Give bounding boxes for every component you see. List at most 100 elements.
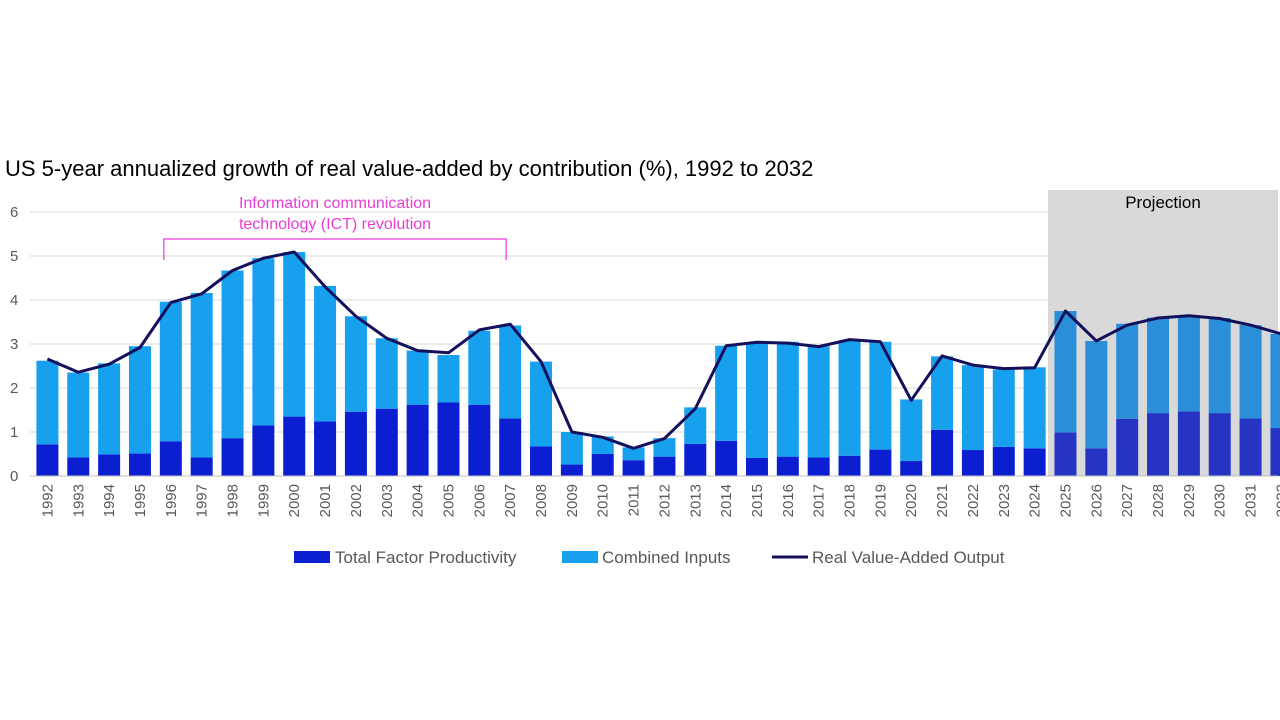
inputs-bar [1177,315,1200,412]
tfp-bar [838,455,861,476]
inputs-bar [715,345,738,441]
inputs-bar [283,252,306,417]
inputs-bar [252,258,275,426]
x-tick-label: 2026 [1088,484,1105,517]
tfp-bar [530,446,553,476]
y-tick-label: 1 [10,424,18,441]
tfp-bar [560,464,583,476]
y-tick-label: 4 [10,292,18,309]
x-tick-label: 2027 [1119,484,1136,517]
x-tick-label: 2006 [471,484,488,517]
x-tick-label: 2001 [317,484,334,517]
tfp-bar [1208,413,1231,476]
x-tick-label: 2008 [533,484,550,517]
x-tick-label: 2023 [996,484,1013,517]
inputs-bar [499,325,522,419]
x-tick-label: 2032 [1273,484,1280,517]
tfp-bar [344,411,367,476]
x-tick-label: 2025 [1057,484,1074,517]
x-tick-label: 2013 [687,484,704,517]
x-tick-labels: 1992 1993 1994 1995 1996 1997 1998 1999 2000 2001… [39,484,1280,517]
tfp-bar [776,456,799,476]
x-tick-label: 2015 [749,484,766,517]
inputs-bar [1239,325,1262,419]
tfp-bar [1177,411,1200,476]
legend-tfp-swatch [294,551,330,563]
projection-label: Projection [1125,193,1201,212]
tfp-bar [715,440,738,476]
inputs-bar [406,350,429,405]
x-tick-label: 2022 [965,484,982,517]
inputs-bar [745,343,768,458]
x-tick-label: 2019 [872,484,889,517]
tfp-bar [1147,413,1170,476]
inputs-bar [560,432,583,465]
y-tick-label: 5 [10,248,18,265]
inputs-bar [1054,311,1077,433]
inputs-bar [98,363,121,455]
inputs-bar [622,447,645,461]
inputs-bar [838,340,861,456]
tfp-bar [1085,448,1108,476]
x-tick-label: 2011 [626,484,643,516]
tfp-bar [961,450,984,476]
inputs-bar [375,338,398,409]
tfp-bar [36,444,59,476]
y-tick-label: 6 [10,204,18,221]
x-tick-label: 2020 [903,484,920,517]
tfp-bar [622,460,645,476]
inputs-bar [314,285,337,422]
y-tick-label: 2 [10,380,18,397]
tfp-bar [1270,428,1280,476]
tfp-bar [1023,448,1046,476]
x-tick-label: 2028 [1150,484,1167,517]
tfp-bar [1239,418,1262,476]
legend-tfp-label: Total Factor Productivity [335,548,517,567]
x-tick-label: 1999 [255,484,272,517]
legend-inputs-label: Combined Inputs [602,548,731,567]
x-tick-label: 2024 [1027,484,1044,517]
inputs-bar [159,301,182,442]
tfp-bar [807,457,830,476]
ict-annotation-line-1: Information communication [239,195,431,212]
tfp-bar [221,438,244,476]
tfp-bar [684,443,707,476]
inputs-bar [684,407,707,444]
inputs-bar [1023,367,1046,449]
legend-inputs-swatch [562,551,598,563]
tfp-bar [591,454,614,476]
inputs-bar [437,355,460,403]
inputs-bar [869,341,892,450]
legend: Total Factor Productivity Combined Input… [294,548,1005,567]
tfp-bar [653,456,676,476]
bars [36,252,1280,476]
inputs-bar [221,270,244,439]
inputs-bar [776,341,799,457]
x-tick-label: 2021 [934,484,951,517]
tfp-bar [67,457,90,476]
x-tick-label: 2010 [595,484,612,517]
x-tick-label: 2031 [1243,484,1260,517]
x-tick-label: 2000 [286,484,303,517]
x-tick-label: 2009 [564,484,581,517]
ict-bracket [163,238,507,260]
tfp-bar [128,453,151,476]
inputs-bar [900,399,923,462]
x-tick-label: 2002 [348,484,365,517]
x-tick-label: 1992 [39,484,56,517]
x-tick-label: 2029 [1181,484,1198,517]
legend-output-label: Real Value-Added Output [812,548,1005,567]
y-tick-labels: 0 1 2 3 4 5 6 [10,204,18,485]
tfp-bar [190,457,213,476]
x-tick-label: 1994 [101,484,118,517]
inputs-bar [468,330,491,405]
tfp-bar [499,418,522,476]
x-tick-label: 1993 [70,484,87,517]
x-tick-label: 2030 [1212,484,1229,517]
inputs-bar [530,361,553,447]
x-tick-label: 2016 [780,484,797,517]
x-tick-label: 2007 [502,484,519,517]
inputs-bar [190,292,213,458]
tfp-bar [1116,418,1139,476]
